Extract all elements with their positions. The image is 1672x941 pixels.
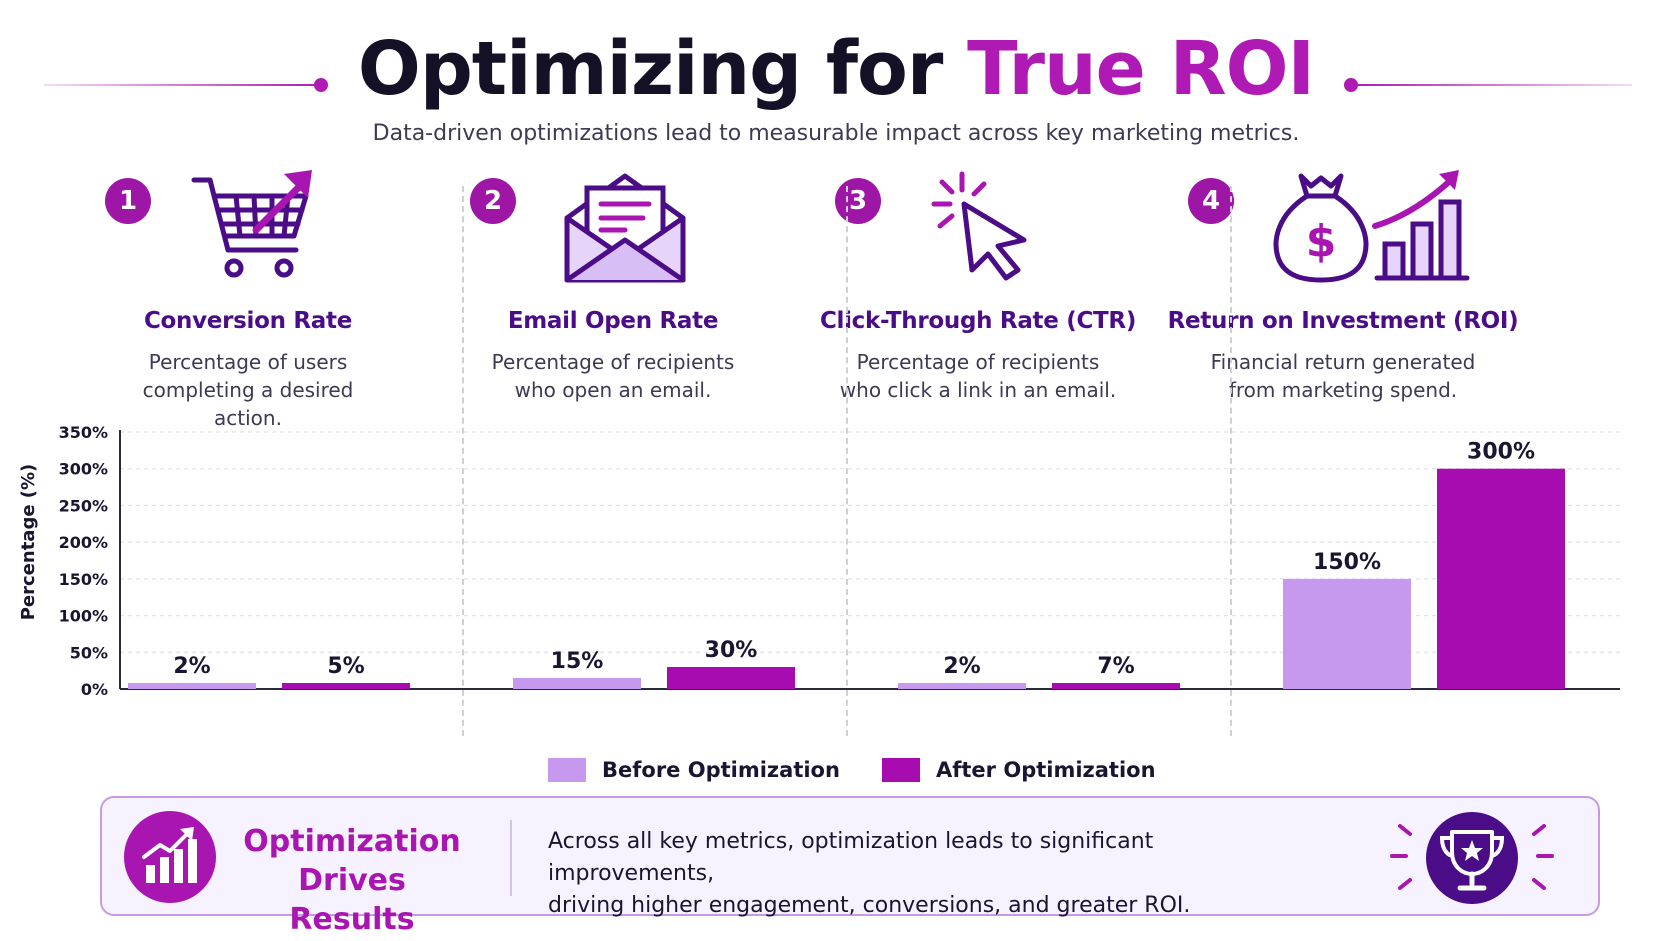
y-axis-label: Percentage (%) (18, 464, 39, 621)
bar-value-label: 300% (1467, 440, 1535, 465)
cursor-click-icon (931, 171, 1027, 281)
metric-description-line: who open an email. (514, 378, 712, 402)
metric-name: Click-Through Rate (CTR) (819, 308, 1137, 334)
bar-value-label: 2% (943, 654, 980, 679)
metric-email-open-rate: 2 Email Open Rate Percentage of recipien… (423, 170, 803, 402)
title-decor-dot-left (314, 78, 328, 92)
title-main: Optimizing for (357, 26, 943, 112)
bar (1437, 468, 1565, 689)
y-tick-label: 250% (59, 496, 108, 515)
bar-value-label: 30% (705, 638, 758, 663)
trophy-star-icon (1390, 812, 1554, 904)
callout-message-line: Across all key metrics, optimization lea… (548, 829, 1154, 886)
bar-chart-growth-icon (124, 811, 216, 903)
svg-text:$: $ (1306, 216, 1337, 267)
shopping-cart-arrow-icon (191, 170, 312, 278)
page-subtitle: Data-driven optimizations lead to measur… (372, 121, 1300, 146)
callout-heading-line: Drives Results (289, 863, 415, 937)
section-divider (1230, 186, 1232, 736)
metric-description: Financial return generated from marketing… (1203, 348, 1483, 404)
metric-number-badge: 1 (105, 178, 151, 224)
legend-item-before: Before Optimization (548, 755, 840, 785)
metric-description: Percentage of recipients who open an emai… (473, 348, 753, 404)
envelope-icon (564, 173, 686, 283)
metric-description: Percentage of recipients who click a link… (838, 348, 1118, 404)
bar (513, 677, 641, 689)
y-tick-label: 0% (81, 680, 108, 699)
y-tick-label: 200% (59, 533, 108, 552)
legend-swatch-before (548, 758, 586, 782)
title-accent: True ROI (967, 26, 1315, 112)
metric-description-line: Financial return generated (1210, 350, 1476, 374)
metric-name: Conversion Rate (143, 308, 353, 334)
y-tick-label: 100% (59, 607, 108, 626)
bar-value-label: 15% (551, 649, 604, 674)
bar-value-label: 5% (327, 654, 364, 679)
callout-separator (510, 820, 512, 896)
title-row: Optimizing for True ROI (0, 12, 1672, 132)
section-divider (462, 186, 464, 736)
callout-message: Across all key metrics, optimization lea… (548, 826, 1308, 922)
metric-click-through-rate: 3 Click-Through Rate (CTR) Percentage of… (788, 170, 1168, 402)
metric-number-badge: 3 (835, 178, 881, 224)
legend-item-after: After Optimization (882, 755, 1156, 785)
title-decor-line-left (44, 84, 320, 86)
metric-description-line: from marketing spend. (1228, 378, 1458, 402)
y-tick-label: 300% (59, 460, 108, 479)
callout-heading: Optimization Drives Results (242, 822, 462, 939)
bar (282, 683, 410, 689)
bar (1052, 683, 1180, 689)
metric-name: Return on Investment (ROI) (1167, 308, 1519, 334)
money-bag-growth-icon: $ (1273, 170, 1470, 283)
bar (898, 683, 1026, 689)
metric-return-on-investment: 4 $ Return on Investment (ROI) Financial… (1153, 170, 1533, 402)
metric-name: Email Open Rate (507, 308, 719, 334)
title-decor-line-right (1356, 84, 1632, 86)
bar-chart: 0% 50% 100% 150% 200% 250% 300% 350% Percentage … (18, 423, 1620, 699)
metric-description-line: who click a link in an email. (839, 378, 1117, 402)
bar-chart-growth-glyph (142, 827, 197, 883)
legend-label-before: Before Optimization (602, 758, 840, 782)
page-title: Optimizing for True ROI (0, 26, 1672, 112)
summary-callout: Optimization Drives Results Across all ke… (100, 796, 1600, 937)
y-tick-label: 50% (70, 643, 108, 662)
title-decor-dot-right (1344, 78, 1358, 92)
metric-conversion-rate: 1 Conversion Rate Percentage of users com… (58, 170, 438, 430)
metric-description: Percentage of users completing a desired … (108, 348, 388, 432)
legend-label-after: After Optimization (936, 758, 1156, 782)
bar-value-label: 2% (173, 654, 210, 679)
metric-description-line: Percentage of recipients (491, 350, 735, 374)
bar-value-label: 150% (1313, 550, 1381, 575)
y-tick-label: 150% (59, 570, 108, 589)
bar (667, 666, 795, 689)
legend-swatch-after (882, 758, 920, 782)
metric-description-line: Percentage of users (148, 350, 348, 374)
y-tick-label: 350% (59, 423, 108, 442)
section-divider (846, 186, 848, 736)
bar (1283, 578, 1411, 689)
metric-number-badge: 2 (470, 178, 516, 224)
metric-number-badge: 4 (1188, 178, 1234, 224)
callout-heading-line: Optimization (243, 824, 461, 859)
metric-description-line: completing a desired action. (142, 378, 354, 430)
callout-message-line: driving higher engagement, conversions, … (548, 893, 1191, 918)
metric-description-line: Percentage of recipients (856, 350, 1100, 374)
bar (128, 683, 256, 689)
bar-value-label: 7% (1097, 654, 1134, 679)
